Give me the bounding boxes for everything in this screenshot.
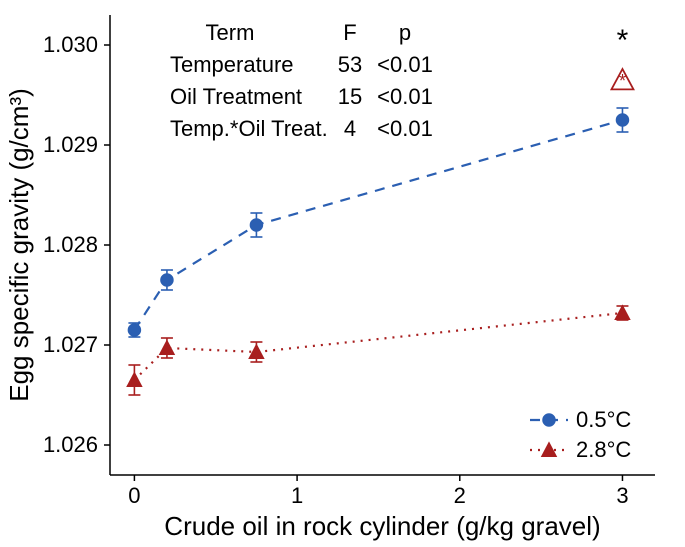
anova-header: F bbox=[343, 20, 356, 45]
legend-label: 2.8°C bbox=[576, 437, 631, 462]
chart-container: 0 1 2 3 Crude oil in rock cylinder (g/kg gra… bbox=[0, 0, 685, 547]
anova-header: Term bbox=[206, 20, 255, 45]
x-tick-label: 3 bbox=[616, 483, 628, 508]
anova-F: 53 bbox=[338, 52, 362, 77]
data-marker bbox=[161, 274, 173, 286]
anova-F: 4 bbox=[344, 116, 356, 141]
anova-p: <0.01 bbox=[377, 116, 433, 141]
y-tick-label: 1.030 bbox=[43, 32, 98, 57]
anova-header: p bbox=[399, 20, 411, 45]
data-marker bbox=[250, 219, 262, 231]
anova-F: 15 bbox=[338, 84, 362, 109]
y-tick-label: 1.027 bbox=[43, 332, 98, 357]
legend-label: 0.5°C bbox=[576, 407, 631, 432]
x-tick-label: 0 bbox=[128, 483, 140, 508]
anova-term: Temp.*Oil Treat. bbox=[170, 116, 328, 141]
anova-p: <0.01 bbox=[377, 84, 433, 109]
anova-term: Oil Treatment bbox=[170, 84, 302, 109]
anova-p: <0.01 bbox=[377, 52, 433, 77]
data-marker bbox=[616, 114, 628, 126]
y-axis-label: Egg specific gravity (g/cm³) bbox=[4, 88, 34, 402]
x-tick-label: 1 bbox=[291, 483, 303, 508]
anova-term: Temperature bbox=[170, 52, 294, 77]
plot-background bbox=[0, 0, 685, 547]
egg-density-chart: 0 1 2 3 Crude oil in rock cylinder (g/kg gra… bbox=[0, 0, 685, 547]
x-axis-label: Crude oil in rock cylinder (g/kg gravel) bbox=[164, 511, 600, 541]
significance-asterisk: * bbox=[617, 24, 629, 57]
y-tick-label: 1.029 bbox=[43, 132, 98, 157]
x-tick-label: 2 bbox=[454, 483, 466, 508]
data-marker bbox=[128, 324, 140, 336]
data-marker bbox=[543, 414, 555, 426]
y-tick-label: 1.028 bbox=[43, 232, 98, 257]
outlier-asterisk: * bbox=[619, 71, 626, 91]
y-tick-label: 1.026 bbox=[43, 432, 98, 457]
